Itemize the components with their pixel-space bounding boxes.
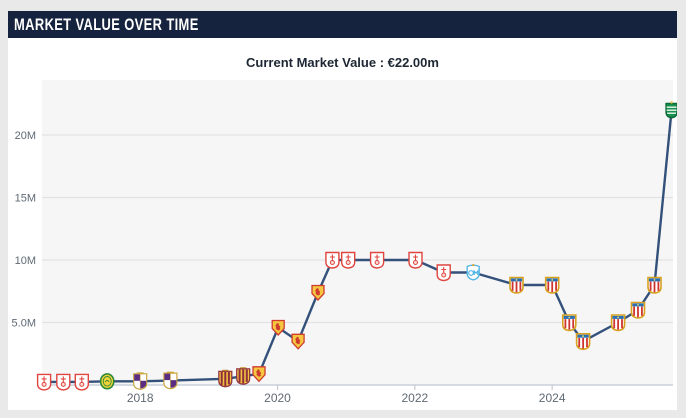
nastic-crest-icon[interactable] [236,367,251,385]
valladolid-crest-icon[interactable] [163,371,178,390]
market-value-card: MARKET VALUE OVER TIME Current Market Va… [8,11,677,410]
panel-title: MARKET VALUE OVER TIME [14,15,199,34]
almeria-crest-icon[interactable] [575,332,591,351]
y-axis-label: 15M [15,193,36,205]
granada-crest-icon[interactable] [56,373,71,391]
zaragoza-crest-icon[interactable] [291,333,305,350]
current-market-value-text: Current Market Value : €22.00m [246,55,439,70]
y-axis-label: 5.0M [12,318,36,330]
almeria-crest-icon[interactable] [610,314,626,332]
chart-canvas: 5.0M 10M 15M 20M 2018 2020 2022 2024 [12,80,677,405]
zaragoza-crest-icon[interactable] [311,284,325,301]
almeria-crest-icon[interactable] [647,276,662,294]
y-axis-label: 10M [15,255,36,267]
granada-crest-icon[interactable] [369,251,385,269]
almeria-crest-icon[interactable] [509,276,524,294]
granada-crest-icon[interactable] [36,373,52,391]
plot-area [42,80,673,385]
zaragoza-crest-icon[interactable] [252,366,266,383]
x-axis-label: 2022 [401,391,428,405]
y-axis-label: 20M [15,130,36,142]
leones-crest-icon[interactable] [99,373,115,390]
almeria-crest-icon[interactable] [561,314,577,332]
panel-header: MARKET VALUE OVER TIME [8,11,677,38]
marseille-crest-icon[interactable] [466,264,480,281]
nastic-crest-icon[interactable] [218,369,233,388]
x-axis-label: 2024 [539,391,566,405]
granada-crest-icon[interactable] [341,251,356,269]
zaragoza-crest-icon[interactable] [271,319,285,336]
sporting-crest-icon[interactable] [665,101,677,119]
granada-crest-icon[interactable] [436,264,451,282]
x-axis-label: 2020 [264,391,291,405]
granada-crest-icon[interactable] [408,251,423,269]
granada-crest-icon[interactable] [74,373,90,391]
valladolid-crest-icon[interactable] [133,372,148,390]
granada-crest-icon[interactable] [325,251,340,269]
almeria-crest-icon[interactable] [630,301,646,319]
market-value-chart: 5.0M 10M 15M 20M 2018 2020 2022 2024 [8,11,677,410]
almeria-crest-icon[interactable] [544,276,560,294]
x-axis-label: 2018 [127,391,154,405]
